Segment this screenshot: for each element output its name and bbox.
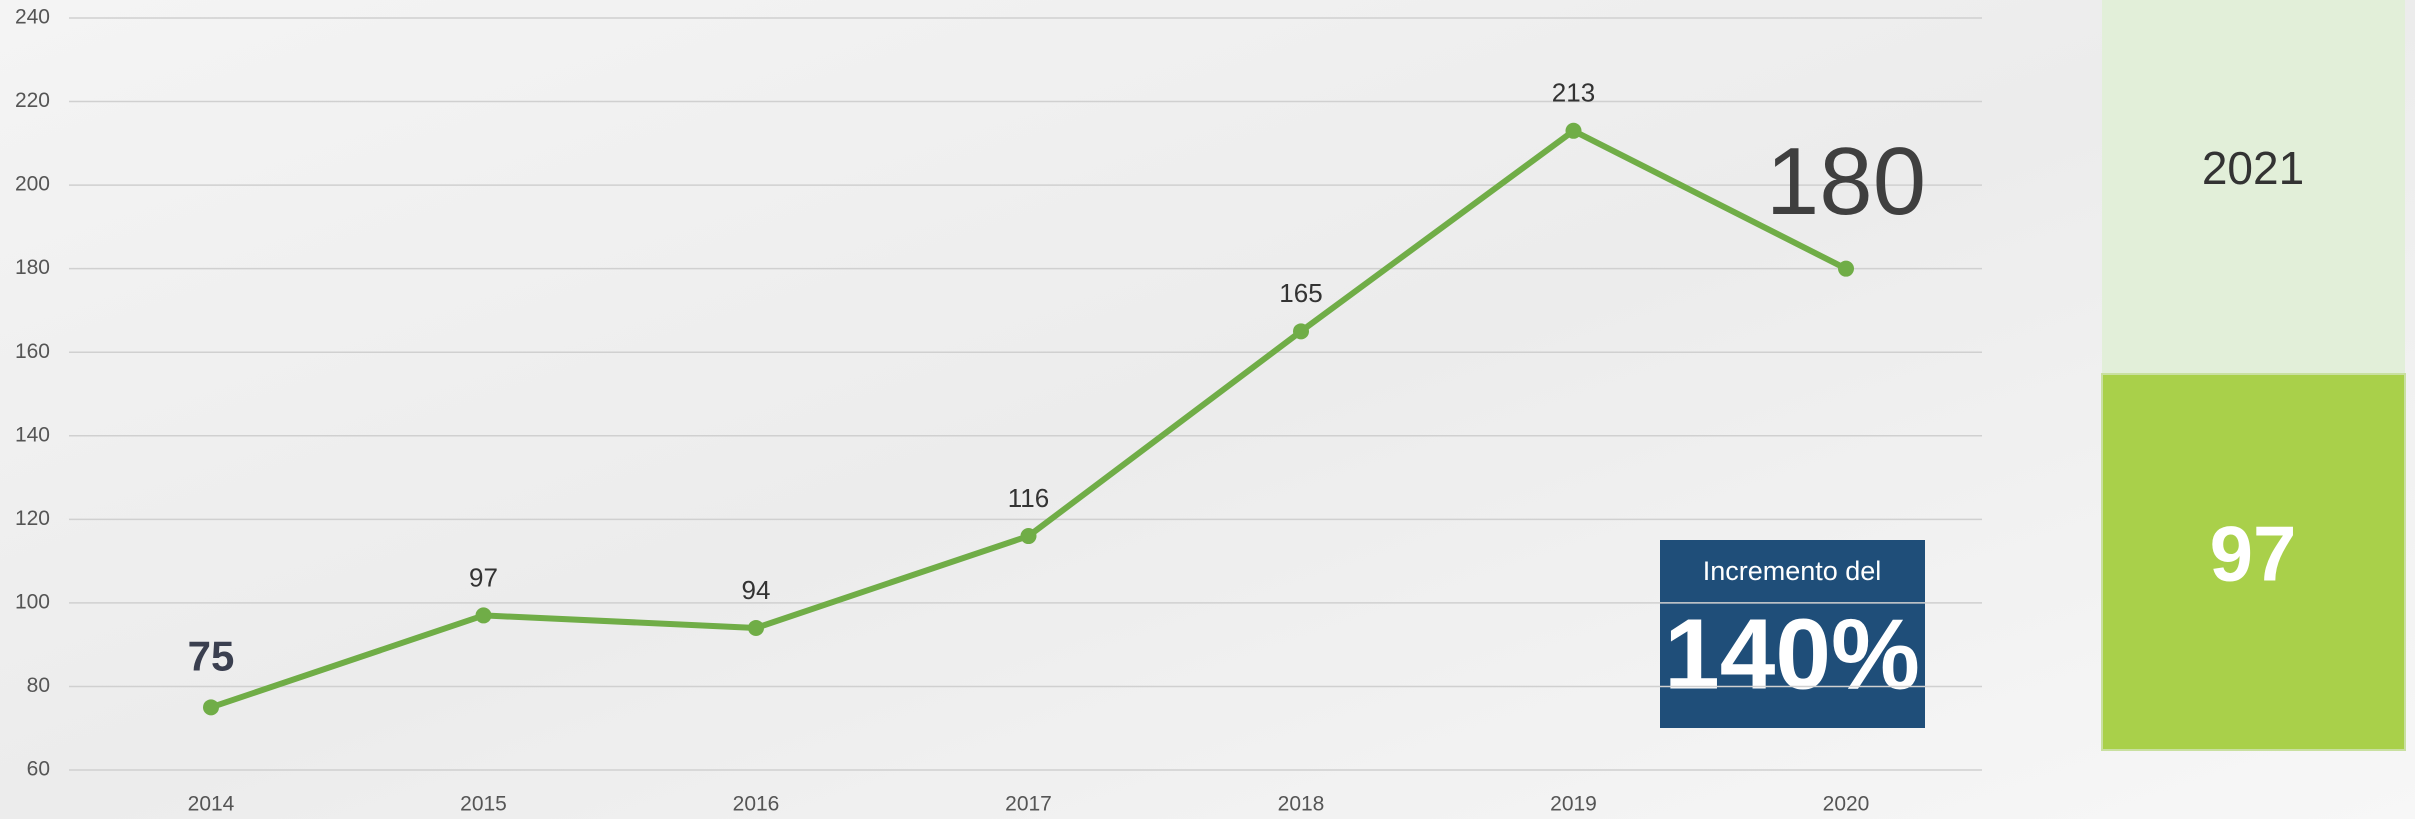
point xyxy=(1838,260,1854,277)
point xyxy=(1293,323,1309,340)
panel-bottom xyxy=(2101,373,2406,751)
y-tick-label: 60 xyxy=(27,758,50,781)
point xyxy=(475,607,492,624)
value-label: 116 xyxy=(1008,483,1049,513)
value-label: 75 xyxy=(188,632,235,679)
value-label: 94 xyxy=(742,575,771,605)
y-tick-label: 80 xyxy=(27,674,50,697)
x-tick-label: 2020 xyxy=(1823,793,1870,816)
point xyxy=(1565,122,1582,139)
y-tick-label: 100 xyxy=(15,590,50,613)
point xyxy=(748,619,764,636)
y-tick-label: 200 xyxy=(15,173,50,196)
annotation-box xyxy=(1660,540,1925,728)
y-tick-label: 220 xyxy=(15,89,50,112)
value-label: 213 xyxy=(1552,78,1595,108)
x-tick-label: 2019 xyxy=(1550,793,1597,816)
y-tick-label: 140 xyxy=(15,423,50,446)
annotation-value: 140% xyxy=(1664,598,1920,710)
point xyxy=(1020,528,1037,545)
y-tick-label: 160 xyxy=(15,340,50,363)
value-label: 165 xyxy=(1279,278,1322,308)
y-tick-label: 240 xyxy=(15,6,50,29)
x-tick-label: 2014 xyxy=(188,793,235,816)
panel-value: 97 xyxy=(2210,510,2297,598)
panel-year: 2021 xyxy=(2202,142,2304,194)
value-label: 180 xyxy=(1766,128,1926,235)
point xyxy=(203,699,219,716)
x-tick-label: 2017 xyxy=(1005,793,1052,816)
panel-top xyxy=(2102,0,2405,374)
y-tick-label: 180 xyxy=(15,256,50,279)
annotation-text: Incremento del xyxy=(1703,556,1882,586)
x-tick-label: 2018 xyxy=(1278,793,1325,816)
x-tick-label: 2016 xyxy=(733,793,780,816)
x-tick-label: 2015 xyxy=(460,793,507,816)
y-tick-label: 120 xyxy=(15,507,50,530)
value-label: 97 xyxy=(469,562,498,592)
